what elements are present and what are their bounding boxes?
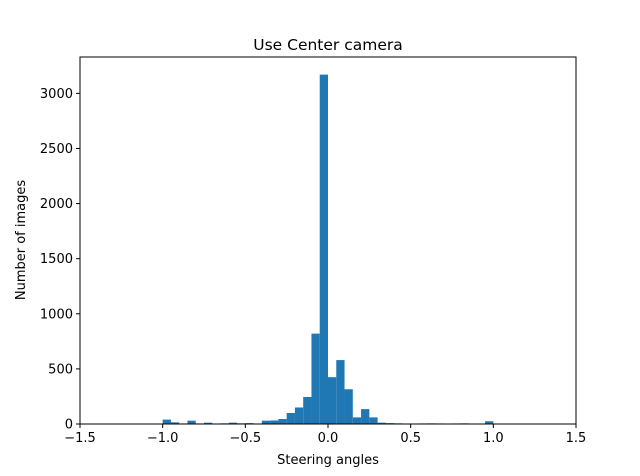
x-tick-label: 1.5 [566, 431, 587, 446]
x-tick-label: −1.0 [147, 431, 179, 446]
histogram-bar [270, 420, 279, 424]
chart-title: Use Center camera [253, 36, 403, 54]
histogram-bar [261, 420, 271, 424]
histogram-bar [162, 419, 171, 424]
x-tick-label: 0.5 [400, 431, 421, 446]
y-axis: 0 500 1000 1500 2000 2500 3000 [40, 87, 80, 433]
histogram-bar [187, 420, 196, 424]
histogram-bar [352, 417, 362, 424]
x-tick-label: −0.5 [230, 431, 262, 446]
x-axis-label: Steering angles [277, 453, 379, 468]
histogram-bar [361, 409, 370, 424]
histogram-bar [485, 421, 494, 424]
histogram-bar [319, 74, 328, 424]
histogram-bar [328, 377, 337, 424]
histogram-bar [278, 419, 287, 424]
y-tick-label: 500 [48, 362, 73, 377]
histogram-bar [294, 407, 304, 424]
histogram-bar [204, 422, 213, 424]
histogram-bar [369, 417, 378, 424]
histogram-bar [377, 422, 386, 424]
y-tick-label: 0 [65, 418, 73, 433]
histogram-bar [228, 422, 238, 424]
y-tick-label: 2000 [40, 197, 73, 212]
histogram-bar [336, 360, 345, 424]
x-tick-label: 1.0 [483, 431, 504, 446]
y-axis-label: Number of images [14, 180, 29, 301]
y-tick-label: 1000 [40, 307, 73, 322]
y-tick-label: 2500 [40, 142, 73, 157]
y-tick-label: 3000 [40, 87, 73, 102]
x-tick-label: 0.0 [318, 431, 339, 446]
histogram-bar [311, 333, 320, 424]
histogram-bar [170, 422, 180, 424]
histogram-bar [344, 389, 353, 424]
x-axis: −1.5 −1.0 −0.5 0.0 0.5 1.0 1.5 [64, 424, 586, 446]
histogram-bar [303, 397, 312, 424]
histogram-bar [286, 412, 295, 424]
y-tick-label: 1500 [40, 252, 73, 267]
x-tick-label: −1.5 [64, 431, 96, 446]
